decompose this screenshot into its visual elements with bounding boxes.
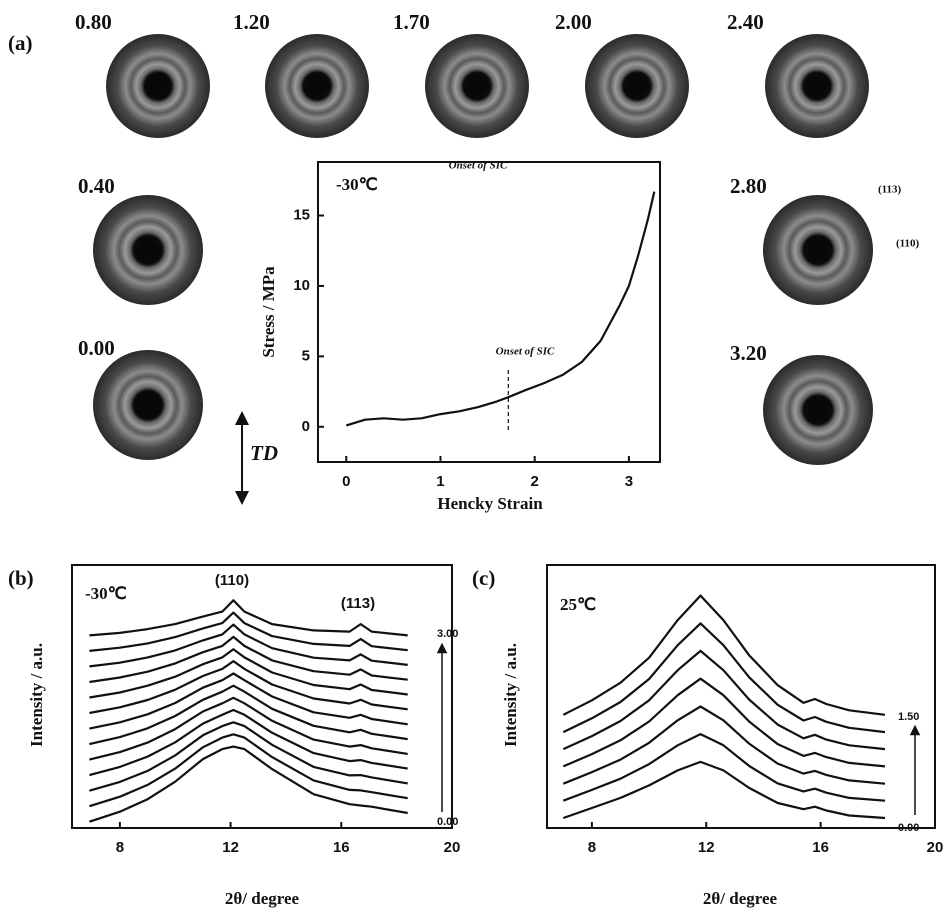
series-line [89, 747, 407, 822]
waxs-pattern [425, 34, 529, 138]
x-tick-label: 0 [342, 473, 350, 490]
strain-label: 3.00 [437, 628, 458, 640]
pattern-label: 2.00 [555, 10, 592, 34]
pattern-label: 2.40 [727, 10, 764, 34]
figure-content: (a) (b) (c) 0.80 1.20 1.70 2.00 2.40 0.40 2.80 0.0… [8, 10, 943, 908]
pattern-label: 1.20 [233, 10, 270, 34]
waxs-pattern [763, 355, 873, 465]
x-axis-label: Hencky Strain [437, 494, 543, 513]
annotation: (113) [341, 595, 375, 612]
x-tick-label: 12 [698, 839, 715, 856]
pattern-label: 3.20 [730, 341, 767, 365]
y-tick-label: 15 [293, 206, 310, 223]
x-tick-label: 20 [927, 839, 944, 856]
pattern-label: 0.80 [75, 10, 112, 34]
waxs-pattern [93, 195, 203, 305]
y-axis-label: Intensity / a.u. [27, 643, 46, 747]
x-tick-label: 3 [625, 473, 633, 490]
panel-label: (c) [472, 566, 495, 590]
x-tick-label: 16 [333, 839, 350, 856]
pattern-label: 2.80 [730, 174, 767, 198]
axis-frame [318, 162, 660, 462]
x-tick-label: 8 [116, 839, 124, 856]
y-tick-label: 10 [293, 277, 310, 294]
annotation: -30℃ [85, 584, 127, 603]
pattern-note: (110) [896, 238, 920, 250]
waxs-pattern [93, 350, 203, 460]
page: {"panel_labels": ["(a)", "(b)", "(c)"], … [0, 0, 949, 914]
y-axis-label: Intensity / a.u. [501, 643, 520, 747]
x-tick-label: 16 [812, 839, 829, 856]
waxs-pattern [106, 34, 210, 138]
strain-label: 1.50 [898, 711, 919, 723]
waxs-pattern [585, 34, 689, 138]
x-tick-label: 20 [444, 839, 461, 856]
y-tick-label: 5 [302, 347, 310, 364]
axis-frame [547, 565, 935, 828]
annotation: Onset of SIC [496, 346, 555, 358]
series-line [563, 651, 885, 749]
x-tick-label: 12 [222, 839, 239, 856]
pattern-note: TD [250, 441, 278, 465]
strain-label: 0.00 [898, 822, 919, 834]
x-tick-label: 8 [588, 839, 596, 856]
panel-label: (a) [8, 31, 33, 55]
axis-frame [72, 565, 452, 828]
x-tick-label: 2 [531, 473, 539, 490]
series-line [563, 762, 885, 818]
y-tick-label: 0 [302, 418, 310, 435]
waxs-pattern [763, 195, 873, 305]
pattern-label: 0.00 [78, 336, 115, 360]
series-line [563, 623, 885, 732]
waxs-pattern [765, 34, 869, 138]
pattern-label: 0.40 [78, 174, 115, 198]
x-axis-label: 2θ/ degree [225, 889, 300, 908]
annotation: 25℃ [560, 595, 596, 614]
series-line [346, 192, 654, 426]
x-axis-label: 2θ/ degree [703, 889, 778, 908]
annotation: (110) [215, 572, 249, 589]
pattern-note: (113) [878, 184, 902, 196]
annotation: -30℃ [336, 175, 378, 194]
strain-label: 0.00 [437, 816, 458, 828]
series-line [563, 679, 885, 767]
x-tick-label: 1 [436, 473, 444, 490]
series-line [89, 613, 407, 651]
y-axis-label: Stress / MPa [259, 266, 278, 358]
waxs-pattern [265, 34, 369, 138]
series-line [89, 710, 407, 775]
panel-label: (b) [8, 566, 34, 590]
pattern-label: 1.70 [393, 10, 430, 34]
figure: (a) (b) (c) 0.80 1.20 1.70 2.00 2.40 0.40 2.80 0.0… [0, 0, 949, 914]
